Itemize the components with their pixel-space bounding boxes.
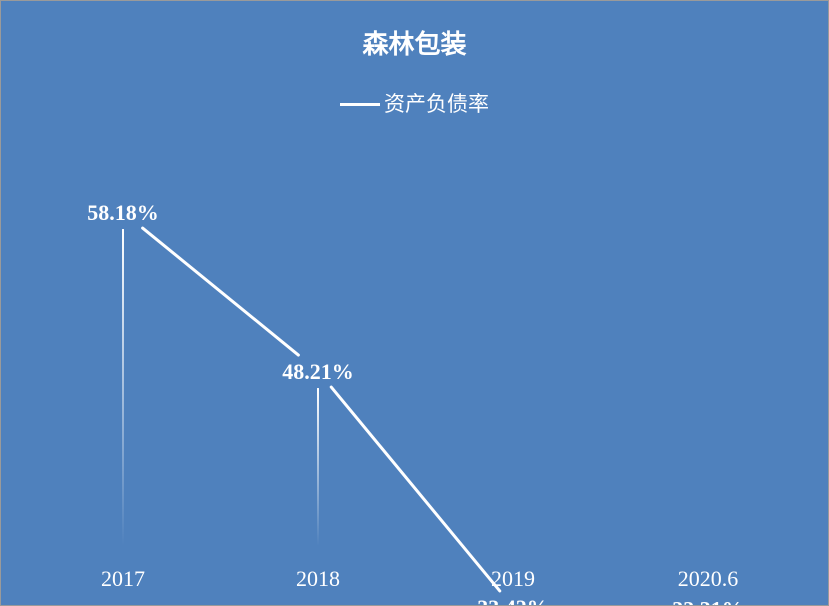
x-tick-label: 2018 — [296, 566, 340, 591]
legend-label: 资产负债率 — [384, 92, 489, 116]
legend: 资产负债率 — [1, 89, 828, 119]
chart-title: 森林包装 — [362, 30, 467, 60]
x-tick-label: 2017 — [101, 566, 145, 591]
data-label: 33.31% — [672, 597, 744, 605]
drop-line — [122, 229, 124, 547]
series-line-segment — [329, 385, 502, 593]
drop-line — [317, 388, 319, 546]
data-label: 48.21% — [282, 359, 354, 384]
x-tick-label: 2019 — [491, 566, 535, 591]
series-line-segment — [141, 226, 300, 357]
data-label: 33.42% — [477, 595, 549, 605]
legend-line-swatch — [340, 102, 380, 106]
data-label: 58.18% — [87, 200, 159, 225]
x-tick-label: 2020.6 — [678, 566, 739, 591]
